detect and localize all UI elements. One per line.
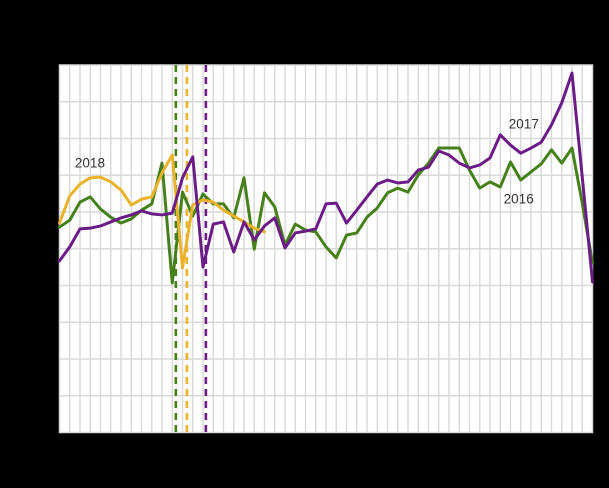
plot-border	[58, 64, 594, 434]
series-label-2017: 2017	[508, 116, 539, 132]
series-2017-line	[58, 71, 594, 284]
series-label-2016: 2016	[503, 191, 534, 207]
series-2016-line	[58, 146, 594, 285]
series-label-2018: 2018	[74, 155, 105, 170]
series-2018-line	[58, 153, 266, 270]
